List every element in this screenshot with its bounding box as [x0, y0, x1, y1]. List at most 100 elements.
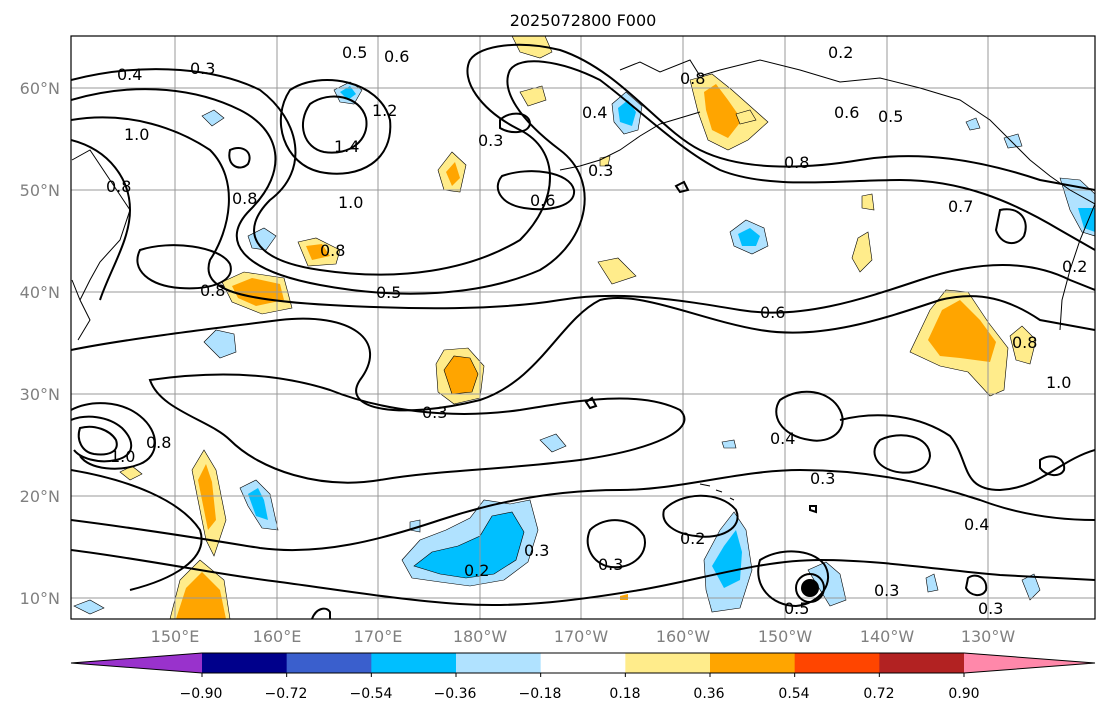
- colorbar-segment: [879, 653, 965, 673]
- colorbar-segment: [202, 653, 288, 673]
- negative-patch: [738, 228, 760, 246]
- contour-line: [136, 244, 232, 290]
- contour-label: 0.2: [828, 43, 853, 62]
- colorbar-tick-label: 0.72: [863, 686, 894, 702]
- lon-label: 150°W: [758, 627, 813, 646]
- contour-line: [71, 469, 203, 591]
- contour-label: 0.3: [190, 59, 215, 78]
- graticule: [71, 36, 1095, 619]
- kamchatka-coast: [71, 149, 131, 301]
- contour-label: 0.3: [810, 469, 835, 488]
- aleutian-islands: [559, 111, 701, 171]
- positive-patch: [861, 193, 875, 211]
- contour-line: [71, 468, 1095, 552]
- contour-label: 0.4: [582, 103, 607, 122]
- negative-patch: [618, 100, 636, 126]
- colorbar-tick-label: 0.54: [778, 686, 809, 702]
- negative-patch: [721, 439, 737, 449]
- contour-line: [662, 494, 739, 538]
- contour-label: 0.4: [964, 515, 989, 534]
- lon-label: 170°W: [554, 627, 609, 646]
- contour-label: 0.3: [422, 403, 447, 422]
- contour-label: 0.3: [478, 131, 503, 150]
- lon-label: 160°W: [656, 627, 711, 646]
- colorbar-segment: [794, 653, 880, 673]
- contour-line: [71, 139, 132, 301]
- contour-line: [809, 505, 817, 514]
- contour-label: 0.4: [117, 65, 142, 84]
- contour-label: 0.3: [598, 555, 623, 574]
- contour-line: [839, 414, 1095, 492]
- colorbar: [70, 652, 1096, 677]
- colorbar-extend-min: [71, 653, 202, 673]
- lat-label: 60°N: [20, 79, 60, 98]
- positive-patch: [176, 572, 226, 619]
- shaded-negative-patches: [73, 81, 1095, 615]
- contour-label: 0.5: [342, 43, 367, 62]
- map-title: 2025072800 F000: [510, 11, 657, 30]
- colorbar-segment: [540, 653, 626, 673]
- contour-line: [301, 95, 368, 154]
- contour-label: 1.2: [372, 101, 397, 120]
- lon-label: 130°W: [961, 627, 1016, 646]
- contour-line: [71, 60, 1095, 295]
- contour-line: [586, 519, 646, 569]
- contour-line: [71, 402, 156, 470]
- contour-line: [77, 425, 118, 456]
- colorbar-tick-label: 0.18: [609, 686, 640, 702]
- colorbar-segment: [625, 653, 711, 673]
- colorbar-tick-label: −0.54: [350, 686, 393, 702]
- lat-label: 10°N: [20, 589, 60, 608]
- contour-line: [964, 574, 988, 596]
- contour-label: 0.5: [376, 283, 401, 302]
- lat-label: 30°N: [20, 385, 60, 404]
- contour-label: 0.2: [1062, 257, 1087, 276]
- contour-label: 0.5: [878, 107, 903, 126]
- contour-line: [71, 549, 1095, 607]
- lat-label: 40°N: [20, 283, 60, 302]
- contour-label: 0.5: [784, 599, 809, 618]
- contour-label: 0.6: [530, 191, 555, 210]
- positive-patch: [511, 36, 553, 59]
- lon-label: 150°E: [151, 627, 200, 646]
- contour-line: [873, 434, 932, 474]
- contour-label: 1.0: [124, 125, 149, 144]
- contour-label: 0.6: [834, 103, 859, 122]
- colorbar-tick-label: −0.36: [434, 686, 477, 702]
- negative-patch: [73, 599, 105, 615]
- colorbar-segment: [371, 653, 457, 673]
- contour-label: 0.8: [200, 281, 225, 300]
- contour-line: [71, 415, 132, 463]
- colorbar-tick-label: −0.18: [519, 686, 562, 702]
- contour-line: [311, 607, 331, 619]
- contour-line: [71, 295, 1095, 412]
- contour-line: [499, 112, 532, 134]
- positive-patch: [306, 244, 330, 260]
- contour-line: [228, 146, 251, 169]
- lon-label: 140°W: [860, 627, 915, 646]
- negative-patch: [340, 86, 356, 100]
- positive-patch: [446, 162, 460, 186]
- contour-label: 0.8: [106, 177, 131, 196]
- contour-label: 0.8: [320, 241, 345, 260]
- contour-label: 1.0: [338, 193, 363, 212]
- positive-patch: [704, 84, 742, 138]
- north-america-coast: [1059, 203, 1095, 331]
- contour-label: 0.3: [874, 581, 899, 600]
- contour-label: 1.0: [1046, 373, 1071, 392]
- contour-line: [496, 170, 576, 211]
- contour-label: 0.8: [680, 69, 705, 88]
- contour-line: [674, 180, 690, 194]
- lon-label: 180°W: [453, 627, 508, 646]
- shaded-anomaly-patches: [119, 36, 1037, 619]
- contour-line: [71, 116, 1095, 314]
- hawaii-islands: [699, 483, 735, 501]
- contour-label: 0.3: [978, 599, 1003, 618]
- lon-label: 160°E: [253, 627, 302, 646]
- colorbar-segment: [456, 653, 542, 673]
- positive-patch: [851, 231, 873, 273]
- contour-label: 0.7: [948, 197, 973, 216]
- map-frame: [70, 35, 1096, 620]
- colorbar-tick-labels: −0.90 −0.72 −0.54 −0.36 −0.18 0.18 0.36 …: [180, 686, 980, 702]
